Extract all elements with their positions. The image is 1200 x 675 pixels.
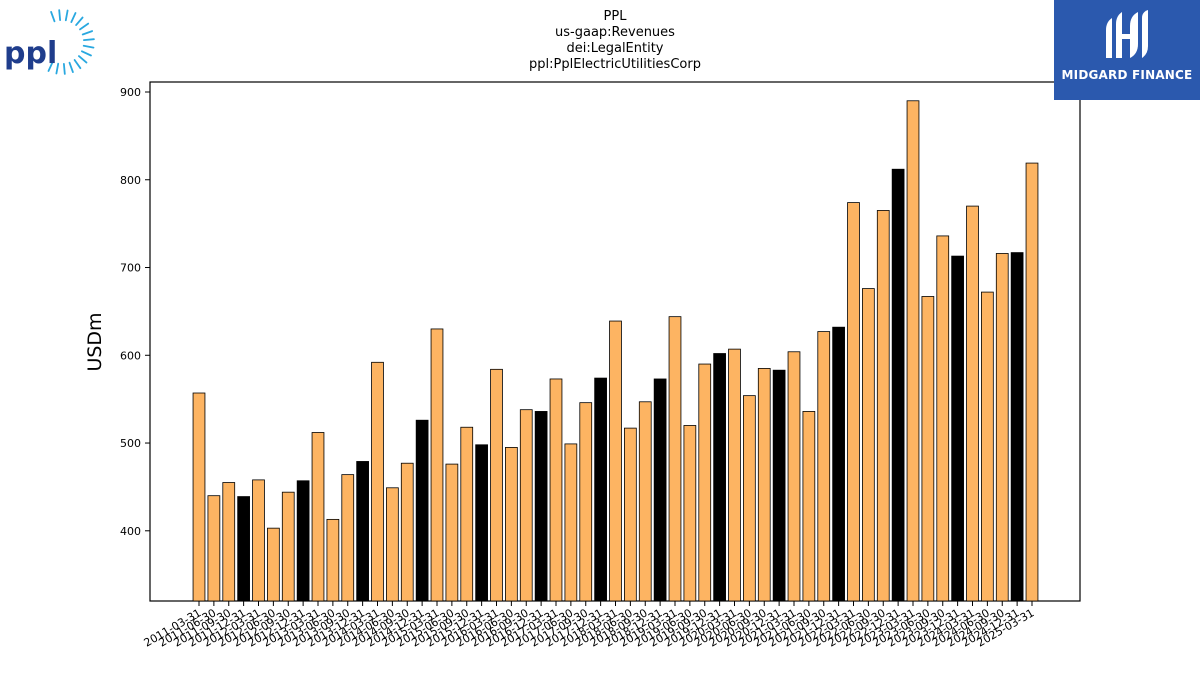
bar-2017-03-31: [549, 378, 563, 602]
bar-2014-09-30: [400, 462, 414, 602]
ppl-logo: ppl: [4, 9, 95, 75]
bar-2012-03-31: [252, 479, 265, 602]
bar-2016-06-30: [505, 447, 518, 602]
bar-2017-06-30: [564, 443, 578, 602]
bar-2014-03-31: [371, 361, 384, 602]
bar-2016-03-31: [490, 368, 503, 602]
y-tick-label-500: 500: [120, 437, 141, 450]
y-axis: 400 500 600 700 800 900: [120, 86, 150, 538]
bar-2012-06-30: [267, 527, 280, 602]
bar-2016-12-31: [534, 411, 548, 602]
midgard-finance-text: MIDGARD FINANCE: [1061, 68, 1193, 82]
bar-2018-03-31: [609, 320, 622, 602]
midgard-mark-icon: [1106, 10, 1148, 58]
bar-2022-12-31: [891, 168, 905, 602]
bar-2013-12-31: [356, 461, 369, 602]
bar-2017-09-30: [579, 402, 593, 602]
y-tick-label-800: 800: [120, 174, 141, 187]
bar-2023-09-30: [936, 235, 950, 602]
bar-2011-12-31: [237, 496, 250, 602]
bar-2021-12-31: [832, 326, 845, 602]
title-line-0: PPL: [604, 9, 628, 24]
y-axis-label: USDm: [84, 312, 106, 371]
bar-2020-09-30: [757, 368, 771, 602]
bar-2013-09-30: [341, 474, 355, 602]
bar-2021-09-30: [817, 331, 831, 602]
bar-2023-06-30: [921, 296, 935, 602]
title-line-2: dei:LegalEntity: [566, 41, 663, 56]
bar-2019-12-31: [713, 353, 726, 602]
bar-2020-06-30: [743, 395, 756, 602]
bar-2020-12-31: [772, 369, 786, 602]
title-line-1: us-gaap:Revenues: [555, 25, 675, 40]
bar-2021-06-30: [802, 411, 816, 602]
y-tick-label-900: 900: [120, 86, 141, 99]
sunburst-icon: [47, 9, 95, 75]
ppl-logo-text: ppl: [4, 36, 57, 71]
bar-2024-06-30: [981, 291, 994, 602]
bar-2017-12-31: [594, 377, 607, 602]
y-tick-label-700: 700: [120, 262, 141, 275]
bar-2015-03-31: [430, 328, 444, 602]
bar-2018-06-30: [624, 427, 637, 602]
bar-2015-12-31: [475, 444, 488, 602]
bar-2012-12-31: [296, 480, 310, 602]
bar-2023-12-31: [951, 255, 964, 602]
bar-2023-03-31: [906, 100, 920, 602]
y-tick-label-400: 400: [120, 525, 141, 538]
bars: [192, 100, 1039, 602]
chart-title: PPLus-gaap:Revenuesdei:LegalEntityppl:Pp…: [529, 9, 701, 72]
bar-2019-06-30: [683, 425, 697, 602]
bar-2018-12-31: [653, 378, 667, 602]
bar-2024-03-31: [966, 205, 979, 602]
bar-2022-06-30: [862, 288, 875, 602]
bar-2018-09-30: [638, 401, 652, 602]
bar-2020-03-31: [728, 348, 741, 602]
bar-2025-03-31: [1025, 162, 1039, 602]
title-line-3: ppl:PplElectricUtilitiesCorp: [529, 57, 701, 72]
bar-2013-03-31: [311, 432, 325, 602]
bar-2019-03-31: [668, 316, 682, 602]
bar-2022-03-31: [847, 202, 860, 602]
midgard-finance-logo: MIDGARD FINANCE: [1054, 0, 1200, 100]
bar-2011-06-30: [207, 495, 221, 602]
x-axis: 2011-03-312011-06-302011-09-302011-12-31…: [142, 601, 1037, 650]
bar-2014-06-30: [386, 487, 399, 602]
bar-2015-06-30: [445, 463, 459, 602]
bar-2024-12-31: [1010, 252, 1024, 602]
bar-2022-09-30: [876, 210, 890, 602]
bar-2012-09-30: [281, 491, 295, 602]
bar-2016-09-30: [519, 409, 533, 602]
bar-2014-12-31: [415, 419, 429, 602]
bar-2015-09-30: [460, 426, 474, 602]
bar-2021-03-31: [787, 351, 801, 602]
y-tick-label-600: 600: [120, 349, 141, 362]
bar-2011-03-31: [192, 392, 206, 602]
bar-2019-09-30: [698, 363, 712, 602]
bar-2013-06-30: [326, 518, 340, 602]
bar-2011-09-30: [222, 482, 236, 602]
bar-2024-09-30: [995, 253, 1009, 602]
